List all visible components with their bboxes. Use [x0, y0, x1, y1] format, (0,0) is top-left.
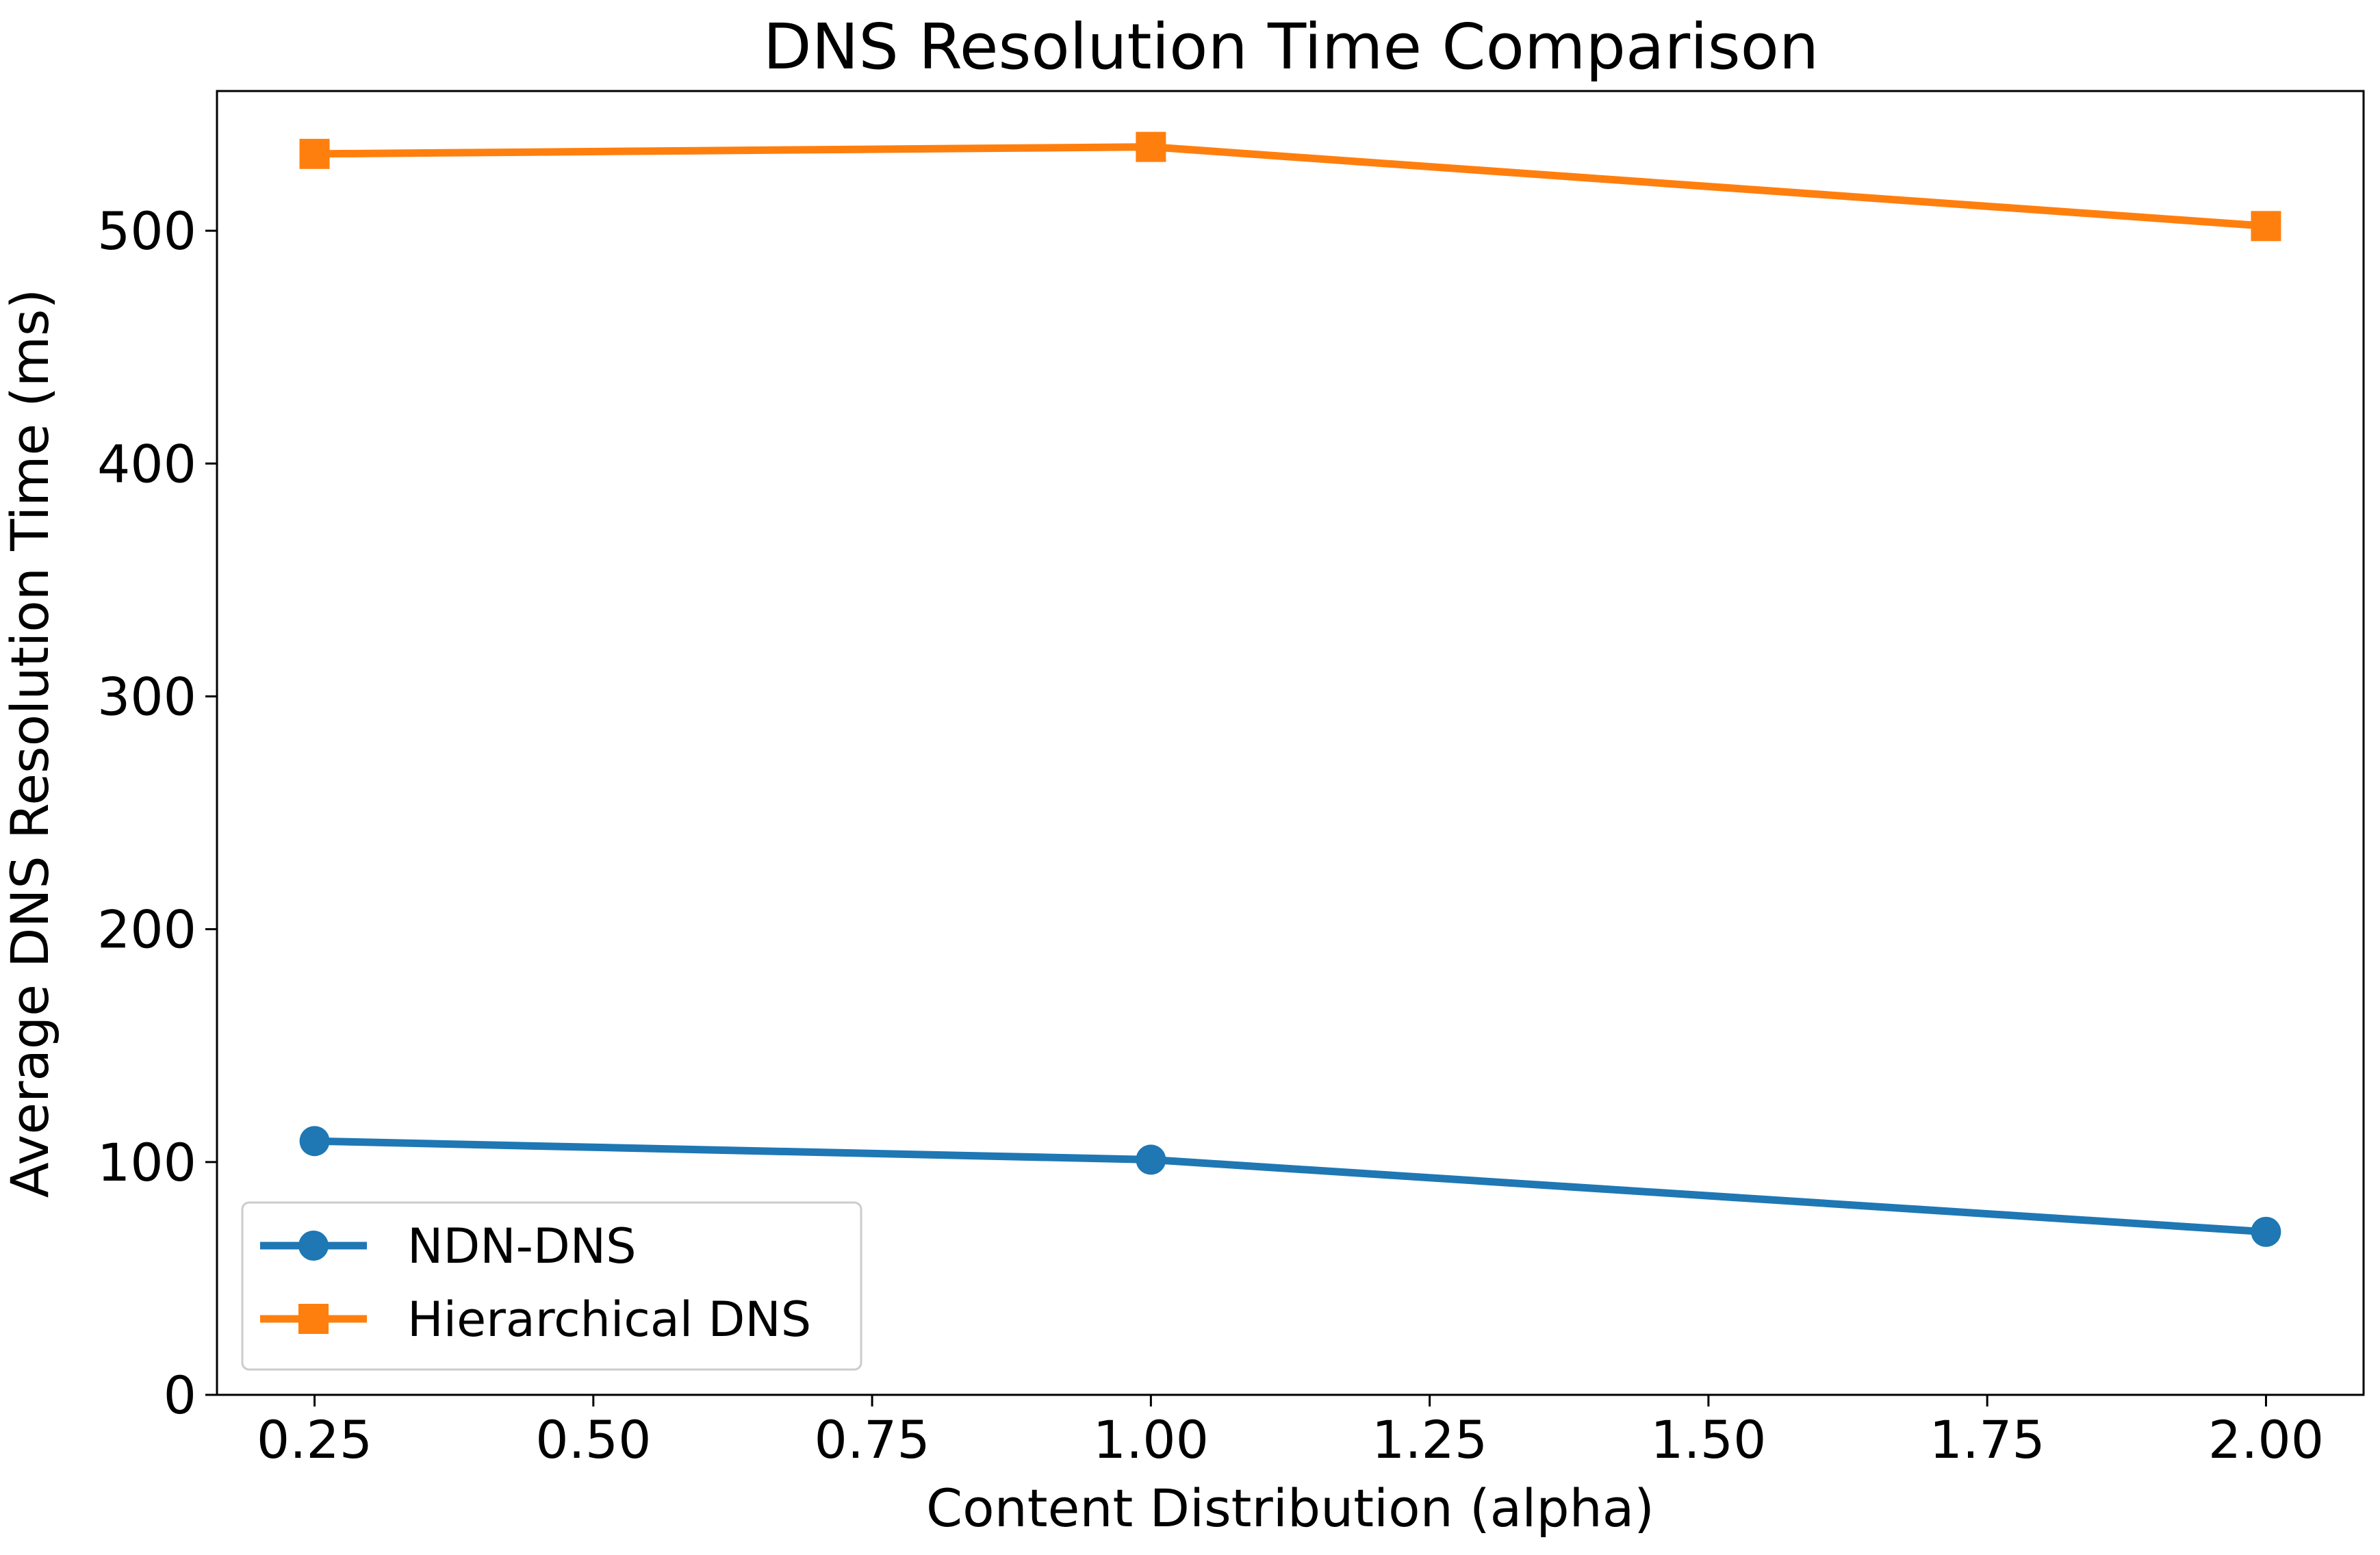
data-point-hierarchical-dns: [1136, 131, 1166, 162]
x-axis: 0.25 0.50 0.75 1.00 1.25 1.50 1.75 2.00: [257, 1395, 2324, 1470]
data-point-ndn-dns: [299, 1126, 330, 1157]
legend-marker-hierarchical-dns: [298, 1304, 329, 1334]
y-tick-label: 200: [97, 899, 196, 960]
plot-marks: [299, 131, 2281, 1247]
series-line-hierarchical-dns: [310, 143, 2270, 231]
x-tick-label: 1.00: [1093, 1409, 1209, 1470]
data-point-ndn-dns: [1136, 1144, 1166, 1175]
chart-title: DNS Resolution Time Comparison: [763, 10, 1819, 83]
x-tick-label: 0.75: [814, 1409, 930, 1470]
legend-box: [241, 1201, 862, 1371]
legend: NDN-DNS Hierarchical DNS: [241, 1201, 862, 1371]
y-tick-label: 400: [97, 433, 196, 494]
y-axis: 0 100 200 300 400 500: [97, 201, 217, 1426]
y-tick-label: 300: [97, 666, 196, 727]
legend-label-ndn-dns: NDN-DNS: [407, 1218, 637, 1274]
data-point-hierarchical-dns: [299, 138, 330, 169]
legend-label-hierarchical-dns: Hierarchical DNS: [407, 1291, 811, 1348]
x-tick-label: 0.50: [535, 1409, 651, 1470]
x-axis-label: Content Distribution (alpha): [926, 1478, 1654, 1539]
y-tick-label: 100: [97, 1132, 196, 1193]
y-axis-label: Average DNS Resolution Time (ms): [0, 289, 60, 1198]
x-tick-label: 1.25: [1372, 1409, 1487, 1470]
y-tick-label: 0: [164, 1365, 196, 1426]
legend-marker-ndn-dns: [298, 1231, 329, 1261]
legend-entry-ndn-dns: NDN-DNS: [260, 1218, 637, 1274]
y-tick-label: 500: [97, 201, 196, 261]
data-point-ndn-dns: [2251, 1216, 2281, 1247]
x-tick-label: 0.25: [257, 1409, 372, 1470]
plot-area-frame: [216, 90, 2365, 1396]
legend-entry-hierarchical-dns: Hierarchical DNS: [260, 1291, 811, 1348]
x-tick-label: 1.50: [1650, 1409, 1766, 1470]
x-tick-label: 2.00: [2208, 1409, 2324, 1470]
data-point-hierarchical-dns: [2251, 211, 2281, 242]
x-tick-label: 1.75: [1930, 1409, 2045, 1470]
